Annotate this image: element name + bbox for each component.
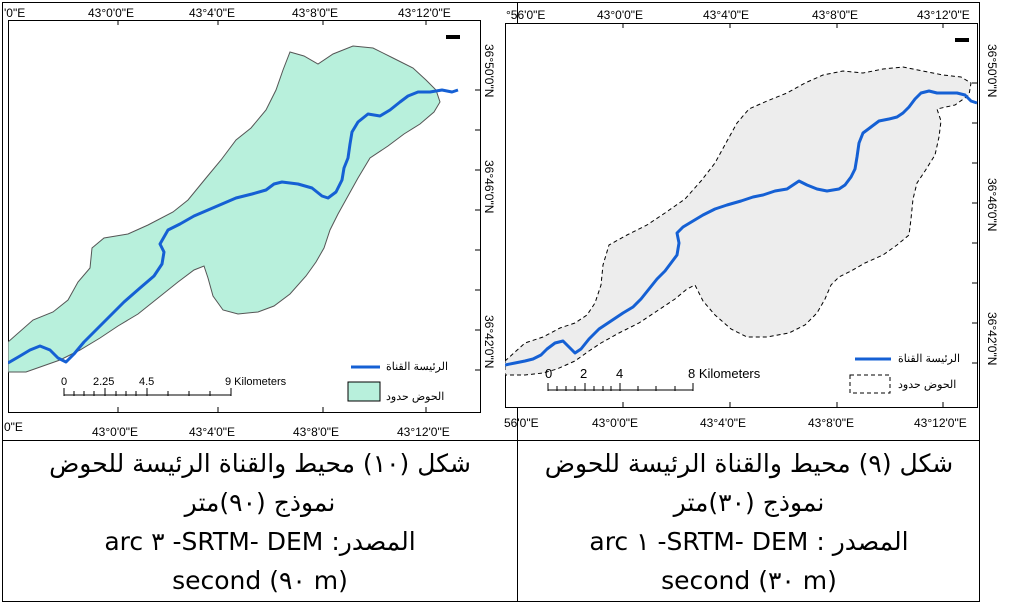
right-top-coord-4: 43°12'0"E xyxy=(917,8,970,22)
right-legend-channel-label: الرئيسة القناة xyxy=(898,353,961,365)
left-scale-tick-2: 4.5 xyxy=(139,376,155,388)
left-top-coord-1: 43°0'0"E xyxy=(88,6,135,20)
right-bottom-coord-1: 43°0'0"E xyxy=(592,416,639,430)
left-scale-tick-3: 9 Kilometers xyxy=(225,376,287,388)
right-scale-tick-0: 0 xyxy=(545,366,553,381)
left-top-coord-0: '0"E xyxy=(4,6,26,20)
left-basin-polygon xyxy=(8,45,441,373)
right-caption-title: شكل (٩) محيط والقناة الرئيسة للحوض xyxy=(544,449,954,478)
right-legend-basin-label: الحوض حدود xyxy=(898,379,957,391)
right-map-canvas xyxy=(505,23,978,408)
left-main-channel xyxy=(8,88,459,365)
right-top-coord-3: 43°8'0"E xyxy=(812,8,859,22)
left-scale-bar xyxy=(63,388,232,396)
right-bottom-coord-3: 43°8'0"E xyxy=(808,416,855,430)
left-legend-basin-swatch xyxy=(347,381,381,402)
right-main-channel xyxy=(505,89,978,367)
right-top-coord-0: °56'0"E xyxy=(506,8,546,22)
left-bottom-coord-0: 0"E xyxy=(4,420,23,434)
left-right-coord-0: 36°50'0"N xyxy=(482,44,496,98)
right-top-coord-1: 43°0'0"E xyxy=(597,8,644,22)
left-bottom-coord-4: 43°12'0"E xyxy=(397,425,450,439)
right-bottom-coord-4: 43°12'0"E xyxy=(914,416,967,430)
right-bottom-coord-0: 56'0"E xyxy=(504,416,539,430)
left-top-coord-2: 43°4'0"E xyxy=(189,6,236,20)
left-legend-basin-label: الحوض حدود xyxy=(386,391,445,403)
right-legend-basin-swatch xyxy=(849,374,891,394)
left-legend-channel-label: الرئيسة القناة xyxy=(386,361,449,373)
left-right-coord-1: 36°46'0"N xyxy=(482,160,496,214)
right-right-coord-0: 36°50'0"N xyxy=(985,44,999,98)
figure-frame xyxy=(2,2,980,602)
right-caption-resolution: second (٣٠ m) xyxy=(661,566,837,595)
right-bottom-coord-2: 43°4'0"E xyxy=(700,416,747,430)
left-right-coord-2: 36°42'0"N xyxy=(482,315,496,369)
right-scale-bar xyxy=(547,383,694,391)
left-caption-model: نموذج (٩٠)متر xyxy=(184,488,336,517)
right-caption-model: نموذج (٣٠)متر xyxy=(673,488,825,517)
left-scale-tick-0: 0 xyxy=(61,376,68,388)
north-arrow-icon xyxy=(955,38,969,42)
left-bottom-coord-2: 43°4'0"E xyxy=(189,425,236,439)
right-top-coord-2: 43°4'0"E xyxy=(703,8,750,22)
right-scale-tick-1: 2 xyxy=(580,366,588,381)
left-scale-tick-1: 2.25 xyxy=(93,376,115,388)
left-caption-title: شكل (١٠) محيط والقناة الرئيسة للحوض xyxy=(49,449,471,478)
right-scale-tick-2: 4 xyxy=(616,366,624,381)
left-caption-resolution: second (٩٠ m) xyxy=(172,566,348,595)
right-basin-polygon xyxy=(505,66,972,376)
left-top-coord-4: 43°12'0"E xyxy=(398,6,451,20)
left-top-coord-3: 43°8'0"E xyxy=(292,6,339,20)
right-right-coord-1: 36°46'0"N xyxy=(985,178,999,232)
left-bottom-coord-1: 43°0'0"E xyxy=(92,425,139,439)
right-scale-tick-3: 8 Kilometers xyxy=(688,366,761,381)
left-caption-source: المصدر: SRTM- DEM- ٣ arc xyxy=(104,527,416,556)
north-arrow-icon xyxy=(446,35,460,39)
right-right-coord-2: 36°42'0"N xyxy=(985,312,999,366)
left-bottom-coord-3: 43°8'0"E xyxy=(293,425,340,439)
divider-horizontal xyxy=(2,440,980,441)
right-caption: شكل (٩) محيط والقناة الرئيسة للحوض نموذج… xyxy=(520,444,978,600)
left-caption: شكل (١٠) محيط والقناة الرئيسة للحوض نموذ… xyxy=(5,444,515,600)
right-caption-source: المصدر : SRTM- DEM- ١ arc xyxy=(589,527,909,556)
left-map-canvas xyxy=(8,20,481,413)
